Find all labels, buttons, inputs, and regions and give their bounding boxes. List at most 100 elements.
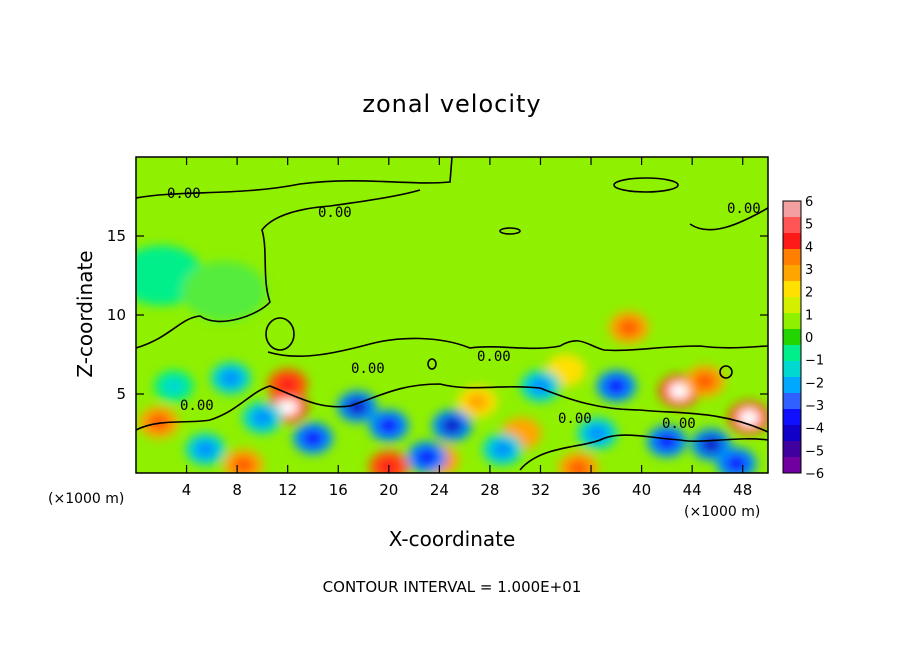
- field-blob-core: [605, 377, 628, 395]
- x-tick-label: 8: [232, 481, 242, 499]
- x-tick-label: 44: [683, 481, 702, 499]
- colorbar-swatch: [783, 409, 801, 426]
- x-tick-label: 36: [581, 481, 600, 499]
- colorbar-swatch: [783, 345, 801, 362]
- x-axis: 4 8 12 16 20 24 28 32 36 40 44 48: [182, 157, 752, 499]
- colorbar-tick-label: 2: [805, 286, 813, 301]
- field-blobs: [136, 245, 768, 473]
- field-blob-core: [276, 397, 299, 416]
- contour-lines: [136, 157, 768, 471]
- field-blob-core: [655, 432, 678, 451]
- colorbar-tick-label: 1: [805, 308, 813, 323]
- x-tick-label: 32: [531, 481, 550, 499]
- colorbar-tick-label: −5: [805, 444, 824, 459]
- field-blob-core: [377, 416, 400, 435]
- colorbar-swatch: [783, 393, 801, 410]
- field-blob-core: [693, 372, 716, 391]
- x-tick-label: 12: [278, 481, 297, 499]
- colorbar-swatch: [783, 217, 801, 234]
- field-blob-core: [725, 454, 748, 473]
- field-blob-core: [415, 448, 438, 467]
- field-blob-core: [554, 361, 577, 380]
- colorbar-swatch: [783, 329, 801, 346]
- contour-label: 0.00: [662, 416, 696, 432]
- x-tick-label: 4: [182, 481, 192, 499]
- contour-loop-right: [719, 365, 733, 379]
- field-blob-core: [276, 375, 299, 394]
- x-tick-label: 20: [379, 481, 398, 499]
- colorbar-tick-label: 4: [805, 240, 813, 255]
- field-blob-core: [194, 440, 217, 459]
- field-blob-core: [162, 377, 185, 395]
- colorbar-swatch: [783, 425, 801, 442]
- colorbar-swatch: [783, 441, 801, 458]
- colorbar-tick-label: 0: [805, 331, 813, 346]
- x-tick-label: 24: [430, 481, 449, 499]
- x-unit-right: (×1000 m): [684, 504, 760, 520]
- colorbar-tick-label: −6: [805, 467, 824, 482]
- colorbar-swatch: [783, 249, 801, 266]
- contour-line-lower: [136, 383, 768, 433]
- colorbar-swatch: [783, 233, 801, 250]
- contour-label: 0.00: [477, 349, 511, 365]
- colorbar-tick-label: −4: [805, 422, 824, 437]
- colorbar-tick-label: 6: [805, 195, 813, 210]
- colorbar-tick-label: 5: [805, 218, 813, 233]
- colorbar-swatch: [783, 457, 801, 474]
- plot-area: 0.00 0.00 0.00 0.00 0.00 0.00 0.00 0.00: [136, 157, 768, 473]
- colorbar-swatch: [783, 313, 801, 330]
- colorbar-tick-label: −1: [805, 354, 824, 369]
- colorbar-swatch: [783, 361, 801, 378]
- contour-label: 0.00: [167, 186, 201, 202]
- contour-label: 0.00: [558, 411, 592, 427]
- contour-line-left: [136, 189, 421, 349]
- colorbar-swatch: [783, 377, 801, 394]
- contour-line-right: [689, 207, 768, 231]
- x-tick-label: 16: [329, 481, 348, 499]
- contour-line-mid: [267, 337, 768, 357]
- x-unit-left: (×1000 m): [48, 491, 124, 507]
- y-tick-label: 5: [116, 385, 126, 403]
- y-axis-label: Z-coordinate: [73, 250, 97, 377]
- field-blob-core: [617, 318, 640, 337]
- contour-line-upper: [136, 157, 453, 199]
- field-blob-core: [567, 459, 590, 473]
- contour-label: 0.00: [351, 361, 385, 377]
- y-tick-label: 15: [107, 227, 126, 245]
- field-blob-core: [466, 393, 489, 411]
- contour-label: 0.00: [318, 205, 352, 221]
- contour-labels: 0.00 0.00 0.00 0.00 0.00 0.00 0.00 0.00: [167, 186, 761, 432]
- field-blob-core: [491, 440, 514, 459]
- contour-label: 0.00: [727, 201, 761, 217]
- colorbar-swatch: [783, 201, 801, 218]
- contour-loop-small: [499, 227, 521, 235]
- field-blob-core: [138, 259, 185, 292]
- field-blob-core: [232, 456, 255, 473]
- colorbar-swatch: [783, 297, 801, 314]
- field-blob-core: [201, 274, 248, 308]
- field-blob-core: [301, 429, 324, 448]
- contour-loop-mid: [427, 358, 437, 370]
- contour-interval-footer: CONTOUR INTERVAL = 1.000E+01: [323, 578, 582, 596]
- field-blob-core: [700, 435, 723, 454]
- contour-label: 0.00: [180, 398, 214, 414]
- x-axis-label: X-coordinate: [389, 527, 516, 551]
- colorbar-tick-label: −2: [805, 376, 824, 391]
- colorbar-tick-label: −3: [805, 399, 824, 414]
- contour-line-bottom: [519, 434, 768, 471]
- colorbar-swatch: [783, 265, 801, 282]
- field-blob-core: [251, 408, 274, 427]
- colorbar-frame: [782, 200, 802, 474]
- field-blob-core: [441, 416, 463, 435]
- chart-title: zonal velocity: [362, 90, 541, 118]
- x-tick-label: 40: [632, 481, 651, 499]
- y-tick-label: 10: [107, 306, 126, 324]
- x-tick-label: 48: [733, 481, 752, 499]
- field-blob-core: [586, 424, 609, 443]
- colorbar-swatch: [783, 281, 801, 298]
- field-blob-core: [668, 382, 691, 400]
- contour-loop-left: [265, 317, 295, 351]
- x-tick-label: 28: [480, 481, 499, 499]
- contour-loop-top: [613, 177, 679, 193]
